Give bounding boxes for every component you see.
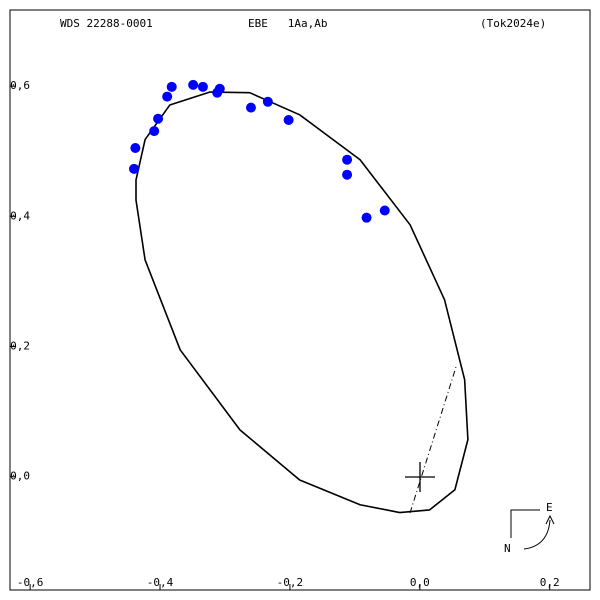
observation [188,79,199,90]
compass-arrowhead [545,514,555,525]
observation [149,126,160,137]
orbit [135,91,469,514]
reference: (Tok2024e) [480,17,546,30]
compass-axes [510,509,540,538]
y-tick-label: 0,2 [10,340,30,353]
observation [166,81,177,92]
compass-east: E [546,501,553,514]
line-of-nodes [409,366,457,514]
x-tick-label: 0,0 [410,576,430,589]
observation [283,115,294,126]
x-tick-label: 0,2 [540,576,560,589]
observation [162,91,173,102]
compass-north: N [504,542,511,555]
observation [214,83,225,94]
observation [262,96,273,107]
chart-subtitle: EBE 1Aa,Ab [248,17,327,30]
observation [153,113,164,124]
observation [342,154,353,165]
x-tick-label: -0,4 [147,576,174,589]
y-tick-label: 0,4 [10,209,30,222]
y-tick-label: 0,6 [10,79,30,92]
observation [129,163,140,174]
observation [245,102,256,113]
compass: E N [504,501,555,555]
observation [342,169,353,180]
compass-arrow [523,519,551,550]
observation [361,212,372,223]
x-tick-label: -0,6 [17,576,44,589]
chart-title: WDS 22288-0001 [60,17,153,30]
observation [130,143,141,154]
observation [197,81,208,92]
plot-frame [9,9,591,591]
observation [379,205,390,216]
x-tick-label: -0,2 [277,576,304,589]
y-tick-label: 0,0 [10,470,30,483]
